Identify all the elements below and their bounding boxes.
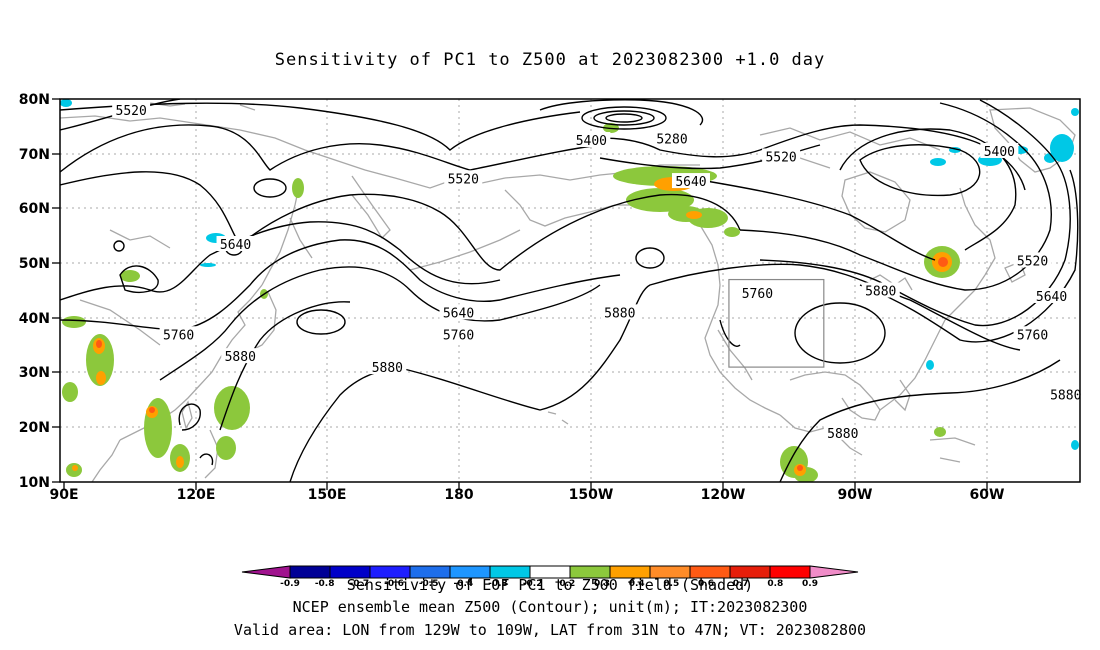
contour-label: 5640 xyxy=(220,238,251,253)
colorbar-tick-label: 0.2 xyxy=(559,579,575,589)
contour-label: 5520 xyxy=(116,104,147,119)
contour-label-bg xyxy=(572,132,611,148)
lon-label: 90W xyxy=(838,487,873,503)
caption-contour: NCEP ensemble mean Z500 (Contour); unit(… xyxy=(292,598,808,616)
contour-label: 5880 xyxy=(225,350,256,365)
lat-label: 60N xyxy=(19,201,50,217)
lat-label: 20N xyxy=(19,420,50,436)
contour-label-bg xyxy=(671,173,710,189)
sensitivity-shading xyxy=(60,99,1079,482)
contour-label: 5760 xyxy=(1017,328,1048,343)
contour-label-bg xyxy=(368,359,407,375)
colorbar: -0.9 -0.8 -0.7 -0.6 -0.5 -0.4 -0.3 -0.2 0.2 0.3 0.… xyxy=(241,565,859,589)
contour-label-bg xyxy=(439,326,478,342)
map-gridlines xyxy=(60,99,1080,482)
colorbar-tick-label: 0.7 xyxy=(733,579,749,589)
contour-label-bg xyxy=(159,326,198,342)
contour-label: 5880 xyxy=(865,285,896,300)
lat-label: 10N xyxy=(19,475,50,491)
colorbar-tick-label: 0.8 xyxy=(767,579,783,589)
contour-label: 5880 xyxy=(1050,388,1081,403)
contour-label: 5880 xyxy=(604,306,635,321)
contour-label: 5760 xyxy=(742,287,773,302)
contour-label-bg xyxy=(216,235,255,251)
valid-area-box xyxy=(728,278,825,368)
colorbar-tick-label: -0.6 xyxy=(384,579,404,589)
colorbar-tick-label: -0.3 xyxy=(488,579,508,589)
caption-valid-area: Valid area: LON from 129W to 109W, LAT f… xyxy=(233,621,867,639)
contour-label-bg xyxy=(861,282,900,298)
contour-label-bg xyxy=(823,424,862,440)
contour-label-bg xyxy=(1046,386,1085,402)
lon-label: 180 xyxy=(444,487,473,503)
colorbar-tick-label: -0.2 xyxy=(523,579,543,589)
map-frame xyxy=(59,98,1081,483)
coastlines xyxy=(60,102,1076,482)
contour-label: 5760 xyxy=(163,328,194,343)
axis-ticks xyxy=(52,98,988,490)
contour-label: 5760 xyxy=(443,328,474,343)
contour-label: 5640 xyxy=(443,306,474,321)
colorbar-tick-label: -0.9 xyxy=(280,579,300,589)
colorbar-tick-label: -0.4 xyxy=(453,579,473,589)
contour-label: 5400 xyxy=(984,145,1015,160)
map-title: Sensitivity of PC1 to Z500 at 2023082300… xyxy=(274,50,826,70)
lon-label: 150W xyxy=(569,487,614,503)
z500-contours xyxy=(60,99,1079,482)
caption-shading: Sensitivity of EOF PC1 to Z500 field (Sh… xyxy=(346,576,754,594)
lon-label: 90E xyxy=(49,487,78,503)
contour-labels: 5520 5400 5280 5520 5400 5520 5640 5640 5520 5760… xyxy=(112,101,1085,442)
contour-label: 5640 xyxy=(1036,290,1067,305)
colorbar-tick-label: 0.4 xyxy=(629,579,645,589)
contour-label: 5520 xyxy=(765,150,796,165)
contour-label-bg xyxy=(439,304,478,320)
contour-label-bg xyxy=(221,348,260,364)
lat-label: 30N xyxy=(19,365,50,381)
lon-label: 60W xyxy=(970,487,1005,503)
lat-label: 80N xyxy=(19,92,50,108)
contour-label: 5520 xyxy=(1017,254,1048,269)
contour-label: 5280 xyxy=(656,132,687,147)
lat-label: 70N xyxy=(19,147,50,163)
contour-label-bg xyxy=(653,130,691,146)
contour-label-bg xyxy=(444,170,483,186)
lat-label: 40N xyxy=(19,311,50,327)
contour-label: 5880 xyxy=(372,361,403,376)
contour-label-bg xyxy=(1013,326,1052,342)
colorbar-tick-label: 0.6 xyxy=(698,579,714,589)
colorbar-tick-label: 0.5 xyxy=(663,579,679,589)
contour-label: 5520 xyxy=(448,172,479,187)
contour-label-bg xyxy=(980,142,1019,158)
colorbar-arrow-right xyxy=(809,565,859,579)
lat-label: 50N xyxy=(19,256,50,272)
contour-label-bg xyxy=(600,304,639,320)
contour-label: 5880 xyxy=(827,427,858,442)
contour-label-bg xyxy=(1032,287,1071,303)
colorbar-tick-label: 0.3 xyxy=(594,579,610,589)
contour-label-bg xyxy=(112,101,151,117)
contour-label: 5400 xyxy=(576,134,607,149)
lon-label: 150E xyxy=(308,487,347,503)
lon-label: 120W xyxy=(701,487,746,503)
colorbar-tick-label: -0.5 xyxy=(419,579,439,589)
contour-label-bg xyxy=(1013,252,1052,268)
contour-label-bg xyxy=(762,148,801,164)
lon-label: 120E xyxy=(177,487,216,503)
colorbar-tick-label: -0.7 xyxy=(349,579,369,589)
colorbar-tick-label: 0.9 xyxy=(802,579,818,589)
colorbar-tick-label: -0.8 xyxy=(315,579,335,589)
contour-label: 5640 xyxy=(675,175,706,190)
contour-label-bg xyxy=(738,285,777,301)
